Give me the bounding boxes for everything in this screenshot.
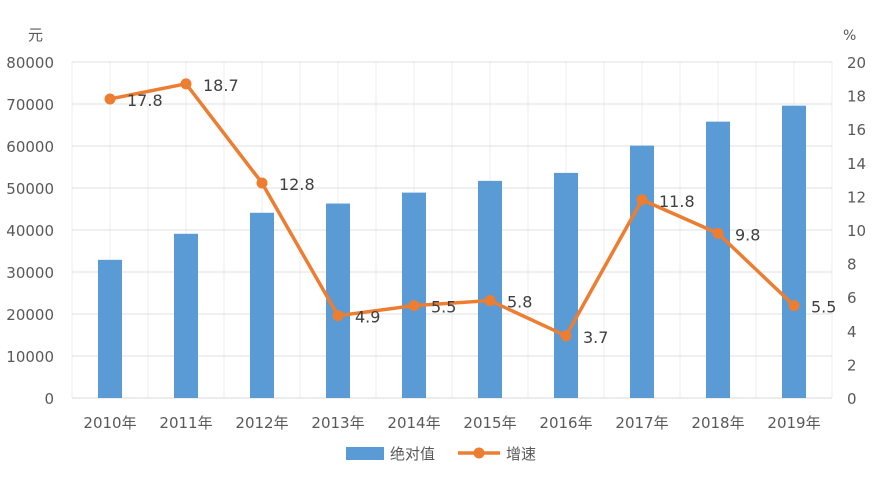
bar-2014年 xyxy=(402,192,426,398)
right-axis-tick-label: 2 xyxy=(847,356,857,374)
line-point-2016年 xyxy=(560,330,572,342)
right-axis-tick-label: 20 xyxy=(847,54,866,72)
data-label: 11.8 xyxy=(659,192,695,211)
line-point-2011年 xyxy=(180,78,192,90)
x-axis-tick-label: 2013年 xyxy=(311,414,364,432)
x-axis-tick-label: 2014年 xyxy=(387,414,440,432)
left-axis-tick-label: 10000 xyxy=(6,348,54,366)
x-axis-tick-label: 2016年 xyxy=(539,414,592,432)
left-axis-tick-label: 0 xyxy=(44,390,54,408)
legend-label: 绝对值 xyxy=(390,445,435,463)
right-axis-tick-label: 12 xyxy=(847,188,866,206)
line-point-2010年 xyxy=(104,93,116,105)
x-axis-tick-label: 2018年 xyxy=(691,414,744,432)
left-axis-tick-label: 40000 xyxy=(6,222,54,240)
data-label: 4.9 xyxy=(355,308,380,327)
data-label: 5.5 xyxy=(811,298,836,317)
x-axis-tick-label: 2011年 xyxy=(159,414,212,432)
x-axis-tick-label: 2017年 xyxy=(615,414,668,432)
x-axis-tick-label: 2019年 xyxy=(767,414,820,432)
left-axis-tick-label: 80000 xyxy=(6,54,54,72)
line-point-2012年 xyxy=(256,177,268,189)
growth-line xyxy=(109,82,796,338)
line-point-2013年 xyxy=(332,310,344,322)
bar-2012年 xyxy=(250,212,274,398)
legend-bar-swatch xyxy=(346,447,384,460)
left-axis-label: 元 xyxy=(28,26,43,44)
line-point-2018年 xyxy=(712,227,724,239)
bar-2016年 xyxy=(554,172,578,398)
right-axis-tick-label: 8 xyxy=(847,256,857,274)
bar-2019年 xyxy=(782,105,806,399)
legend-label: 增速 xyxy=(506,445,536,463)
data-label: 12.8 xyxy=(279,175,315,194)
x-axis-tick-label: 2015年 xyxy=(463,414,516,432)
bar-2017年 xyxy=(630,145,654,398)
right-axis-tick-label: 10 xyxy=(847,222,866,240)
data-label: 5.5 xyxy=(431,298,456,317)
data-label: 3.7 xyxy=(583,328,608,347)
left-axis-tick-label: 50000 xyxy=(6,180,54,198)
right-axis-label: % xyxy=(843,28,856,44)
line-point-2019年 xyxy=(788,300,800,312)
line-point-2015年 xyxy=(484,295,496,307)
left-axis-tick-label: 70000 xyxy=(6,96,54,114)
right-axis-tick-label: 4 xyxy=(847,323,857,341)
right-axis-tick-label: 18 xyxy=(847,88,866,106)
left-axis-tick-label: 20000 xyxy=(6,306,54,324)
line-point-2017年 xyxy=(636,194,648,206)
legend-marker xyxy=(473,447,485,459)
right-axis-tick-label: 0 xyxy=(847,390,857,408)
line-point-2014年 xyxy=(408,300,420,312)
x-axis-tick-label: 2012年 xyxy=(235,414,288,432)
right-axis-tick-label: 6 xyxy=(847,289,857,307)
left-axis-tick-label: 30000 xyxy=(6,264,54,282)
bar-2015年 xyxy=(478,180,502,398)
bar-2010年 xyxy=(98,259,122,398)
data-label: 5.8 xyxy=(507,293,532,312)
bar-2018年 xyxy=(706,121,730,398)
bar-2011年 xyxy=(174,233,198,398)
data-label: 17.8 xyxy=(127,91,163,110)
data-label: 9.8 xyxy=(735,225,760,244)
right-axis-tick-label: 16 xyxy=(847,121,866,139)
right-axis-tick-label: 14 xyxy=(847,155,866,173)
x-axis-tick-label: 2010年 xyxy=(83,414,136,432)
data-label: 18.7 xyxy=(203,76,239,95)
left-axis-tick-label: 60000 xyxy=(6,138,54,156)
